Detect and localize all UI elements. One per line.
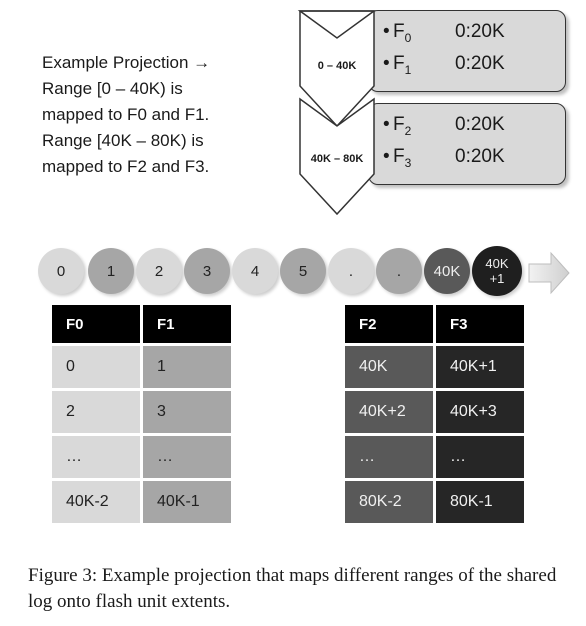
- table-cell: 40K: [345, 346, 433, 388]
- log-position: 1: [88, 248, 134, 294]
- table-cell: 2: [52, 391, 140, 433]
- table-header: F2: [345, 305, 433, 343]
- table-cell: 80K-2: [345, 481, 433, 523]
- table-cell: …: [52, 436, 140, 478]
- table-row: 80K-2 80K-1: [345, 481, 524, 523]
- table-header: F3: [436, 305, 524, 343]
- log-position: 4: [232, 248, 278, 294]
- log-position: 0: [38, 248, 84, 294]
- projection-panel-1: • F0 0:20K • F1 0:20K: [368, 10, 566, 92]
- description-line: mapped to F0 and F1.: [42, 105, 210, 124]
- table-cell: …: [345, 436, 433, 478]
- flash-unit-table-f2-f3: F2 F3 40K 40K+1 40K+2 40K+3 … … 80K-2 80…: [342, 302, 527, 526]
- table-cell: …: [436, 436, 524, 478]
- projection-entry: • F3 0:20K: [383, 146, 505, 170]
- table-cell: 40K+3: [436, 391, 524, 433]
- table-cell: 40K+2: [345, 391, 433, 433]
- table-cell: 40K-1: [143, 481, 231, 523]
- table-row: 40K 40K+1: [345, 346, 524, 388]
- projection-entry: • F0 0:20K: [383, 21, 505, 45]
- table-cell: 0: [52, 346, 140, 388]
- projection-panel-2: • F2 0:20K • F3 0:20K: [368, 103, 566, 185]
- table-cell: …: [143, 436, 231, 478]
- description-line: Example Projection →: [42, 53, 211, 72]
- log-position: .: [328, 248, 374, 294]
- table-cell: 80K-1: [436, 481, 524, 523]
- log-direction-arrow: [528, 251, 570, 295]
- log-position: 40K: [424, 248, 470, 294]
- projection-description: Example Projection → Range [0 – 40K) is …: [42, 50, 282, 180]
- projection-entry: • F1 0:20K: [383, 53, 505, 77]
- table-cell: 3: [143, 391, 231, 433]
- description-line: Range [40K – 80K) is: [42, 131, 204, 150]
- log-position: 40K +1: [472, 246, 522, 296]
- table-row: … …: [345, 436, 524, 478]
- range-chevron-2: [299, 97, 375, 216]
- table-cell: 40K-2: [52, 481, 140, 523]
- flash-unit-table-f0-f1: F0 F1 0 1 2 3 … … 40K-2 40K-1: [49, 302, 234, 526]
- table-row: 0 1: [52, 346, 231, 388]
- description-line: Range [0 – 40K) is: [42, 79, 183, 98]
- table-row: 40K-2 40K-1: [52, 481, 231, 523]
- log-position: 2: [136, 248, 182, 294]
- table-cell: 1: [143, 346, 231, 388]
- log-position: 5: [280, 248, 326, 294]
- projection-entry: • F2 0:20K: [383, 114, 505, 138]
- table-header: F1: [143, 305, 231, 343]
- table-header: F0: [52, 305, 140, 343]
- table-row: 40K+2 40K+3: [345, 391, 524, 433]
- log-position: 3: [184, 248, 230, 294]
- range-label: 0 – 40K: [317, 60, 357, 72]
- range-chevron-1: [297, 10, 377, 128]
- table-cell: 40K+1: [436, 346, 524, 388]
- log-position: .: [376, 248, 422, 294]
- range-label: 40K – 80K: [310, 153, 364, 165]
- description-line: mapped to F2 and F3.: [42, 157, 210, 176]
- table-row: 2 3: [52, 391, 231, 433]
- figure-caption: Figure 3: Example projection that maps d…: [28, 565, 557, 612]
- table-row: … …: [52, 436, 231, 478]
